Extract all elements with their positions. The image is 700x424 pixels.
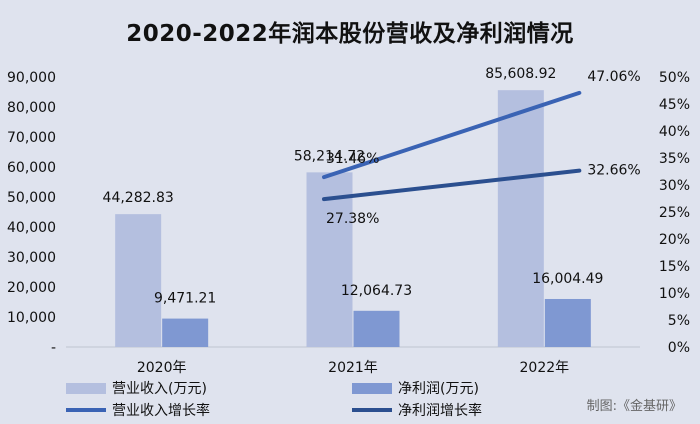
- right-axis-tick: 25%: [659, 205, 690, 221]
- line-profit-growth-label: 27.38%: [326, 211, 379, 227]
- legend-swatch-profit-growth: [352, 408, 392, 412]
- legend-label-profit-growth: 净利润增长率: [398, 403, 482, 419]
- legend-swatch-revenue: [66, 382, 106, 394]
- left-axis-tick: -: [51, 340, 56, 356]
- right-axis-tick: 20%: [659, 232, 690, 248]
- left-axis-tick: 30,000: [7, 250, 56, 266]
- line-revenue-growth: [322, 90, 582, 180]
- right-axis-tick: 15%: [659, 259, 690, 275]
- left-axis-tick: 40,000: [7, 220, 56, 236]
- right-axis-tick: 10%: [659, 286, 690, 302]
- legend-label-profit: 净利润(万元): [398, 381, 479, 397]
- right-axis-tick: 0%: [668, 340, 690, 356]
- line-profit-growth: [322, 168, 582, 202]
- bar-revenue: [306, 172, 353, 347]
- chart-credit: 制图:《金基研》: [586, 399, 682, 414]
- left-axis-tick: 80,000: [7, 100, 56, 116]
- chart-title: 2020-2022年润本股份营收及净利润情况: [126, 21, 574, 47]
- right-axis-tick: 35%: [659, 151, 690, 167]
- left-axis-tick: 10,000: [7, 310, 56, 326]
- legend-swatch-profit: [352, 382, 392, 394]
- line-profit-growth-label: 32.66%: [587, 163, 640, 179]
- right-axis-tick: 50%: [659, 70, 690, 86]
- x-axis-tick: 2021年: [328, 360, 378, 376]
- line-revenue-growth-label: 47.06%: [587, 69, 640, 85]
- left-axis-tick: 20,000: [7, 280, 56, 296]
- left-axis-tick: 90,000: [7, 70, 56, 86]
- legend-profit: 净利润(万元): [352, 378, 479, 398]
- left-axis-tick: 70,000: [7, 130, 56, 146]
- right-axis-tick: 40%: [659, 124, 690, 140]
- right-axis-tick: 45%: [659, 97, 690, 113]
- data-label-profit: 9,471.21: [154, 291, 216, 307]
- data-label-revenue: 85,608.92: [485, 66, 556, 82]
- left-axis-tick: 50,000: [7, 190, 56, 206]
- legend-swatch-revenue-growth: [66, 408, 106, 412]
- x-axis-tick: 2020年: [137, 360, 187, 376]
- legend-label-revenue-growth: 营业收入增长率: [112, 403, 210, 419]
- bar-revenue: [115, 214, 162, 347]
- right-axis-tick: 30%: [659, 178, 690, 194]
- bar-profit: [544, 298, 591, 347]
- bar-profit: [353, 310, 400, 347]
- bar-profit: [162, 318, 209, 347]
- legend-revenue: 营业收入(万元): [66, 378, 207, 398]
- data-label-profit: 12,064.73: [341, 283, 412, 299]
- data-label-revenue: 58,214.72: [294, 148, 365, 164]
- x-axis-tick: 2022年: [520, 360, 570, 376]
- data-label-profit: 16,004.49: [532, 271, 603, 287]
- legend-profit-growth: 净利润增长率: [352, 400, 482, 420]
- line-revenue-growth-label: 31.46%: [326, 151, 379, 167]
- bar-revenue: [497, 90, 544, 347]
- left-axis-tick: 60,000: [7, 160, 56, 176]
- legend-label-revenue: 营业收入(万元): [112, 381, 207, 397]
- right-axis-tick: 5%: [668, 313, 690, 329]
- legend-revenue-growth: 营业收入增长率: [66, 400, 210, 420]
- data-label-revenue: 44,282.83: [103, 190, 174, 206]
